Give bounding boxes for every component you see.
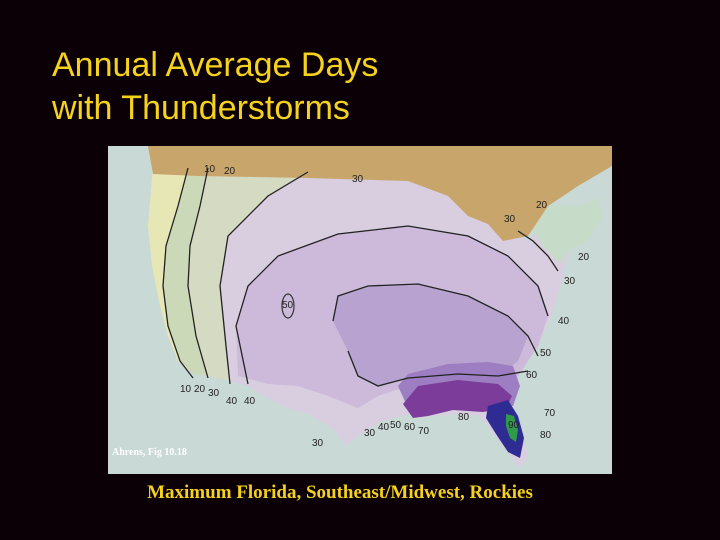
contour-label: 80 [458,412,470,423]
thunderstorm-map: 10 20 30 30 20 30 20 40 50 60 70 80 50 1… [108,146,612,474]
zone-50 [333,284,528,386]
contour-label: 40 [244,396,256,407]
contour-40 [235,225,549,385]
contour-label: 30 [312,438,324,449]
contour-60 [347,350,529,387]
contour-label: 60 [526,370,538,381]
contour-label: 30 [564,276,576,287]
zone-80-florida [486,400,524,458]
contour-label: 50 [390,420,402,431]
zone-90-florida [506,414,518,442]
contour-label: 90 [508,420,520,431]
contour-30-northeast [517,230,559,272]
contour-label: 60 [404,422,416,433]
contour-label: 20 [578,252,590,263]
contour-label: 20 [224,166,236,177]
figure-credit: Ahrens, Fig 10.18 [112,447,187,458]
title-line-2: with Thunderstorms [52,89,350,127]
contour-label-group: 10 20 30 30 20 30 20 40 50 60 70 80 50 1… [180,164,590,449]
contour-label: 50 [282,300,294,311]
contour-20 [187,167,209,379]
contour-label: 20 [536,200,548,211]
contour-label: 30 [352,174,364,185]
slide-title: Annual Average Days with Thunderstorms [52,44,378,130]
contour-label: 10 [180,384,192,395]
zone-30-west [188,168,308,381]
contour-label: 80 [540,430,552,441]
contour-label: 70 [418,426,430,437]
canada [148,146,612,241]
contour-10 [162,167,194,379]
title-line-1: Annual Average Days [52,46,379,84]
zone-70 [403,380,512,418]
contour-lines [162,167,559,387]
contour-label: 70 [544,408,556,419]
contour-label: 30 [504,214,516,225]
contour-50 [332,283,539,357]
contour-30-west [219,171,309,385]
us-map-svg: 10 20 30 30 20 30 20 40 50 60 70 80 50 1… [108,146,612,474]
rockies-50-contour [281,293,295,319]
zone-10 [148,166,193,374]
slide-caption: Maximum Florida, Southeast/Midwest, Rock… [147,482,533,503]
contour-label: 50 [540,348,552,359]
contour-label: 10 [204,164,216,175]
contour-label: 40 [378,422,390,433]
contour-label: 40 [558,316,570,327]
contour-label: 30 [208,388,220,399]
contour-label: 30 [364,428,376,439]
contour-label: 20 [194,384,206,395]
contour-label: 40 [226,396,238,407]
